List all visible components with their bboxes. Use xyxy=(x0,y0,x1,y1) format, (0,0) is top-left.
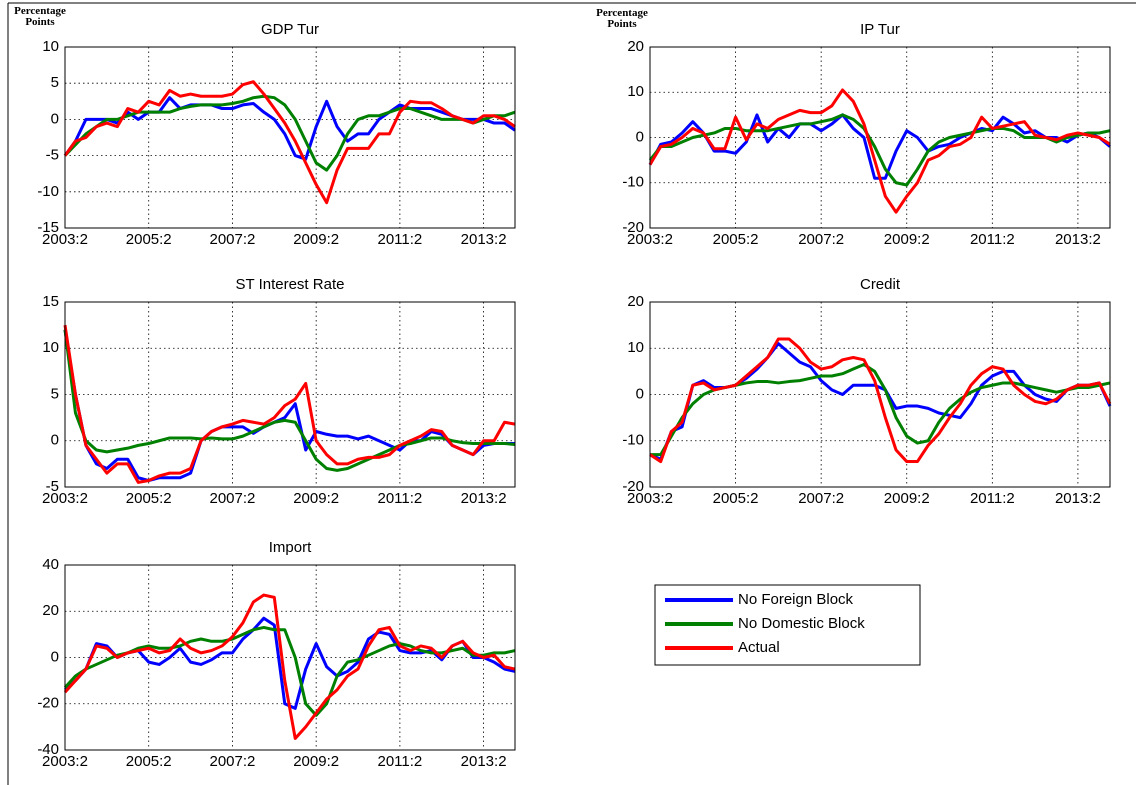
chart-title: ST Interest Rate xyxy=(236,276,345,293)
y-tick-label: -20 xyxy=(37,695,59,712)
x-tick-label: 2013:2 xyxy=(461,231,507,248)
x-tick-label: 2005:2 xyxy=(126,231,172,248)
x-tick-label: 2007:2 xyxy=(798,490,844,507)
x-tick-label: 2005:2 xyxy=(126,753,172,770)
x-tick-label: 2009:2 xyxy=(293,231,339,248)
y-tick-label: -20 xyxy=(622,219,644,236)
x-tick-label: 2011:2 xyxy=(378,231,423,248)
series-line xyxy=(63,625,516,717)
x-tick-label: 2013:2 xyxy=(461,490,507,507)
y-tick-label: 10 xyxy=(627,339,644,356)
y-tick-label: 15 xyxy=(42,293,59,310)
x-tick-label: 2003:2 xyxy=(42,231,88,248)
legend-label: Actual xyxy=(738,639,780,656)
series-line xyxy=(648,113,1111,187)
x-tick-label: 2011:2 xyxy=(378,753,423,770)
x-tick-label: 2013:2 xyxy=(1055,231,1101,248)
y-tick-label: 20 xyxy=(627,38,644,55)
y-tick-label: 0 xyxy=(51,110,59,127)
plot-border xyxy=(64,46,516,229)
plot-border xyxy=(649,46,1111,229)
legend-label: No Foreign Block xyxy=(738,591,854,608)
plot-border xyxy=(64,301,516,488)
x-tick-label: 2005:2 xyxy=(713,490,759,507)
y-tick-label: -15 xyxy=(37,219,59,236)
x-tick-label: 2003:2 xyxy=(627,231,673,248)
x-tick-label: 2003:2 xyxy=(42,490,88,507)
x-tick-label: 2013:2 xyxy=(1055,490,1101,507)
x-tick-label: 2007:2 xyxy=(798,231,844,248)
y-tick-label: -20 xyxy=(622,478,644,495)
x-tick-label: 2007:2 xyxy=(209,490,255,507)
y-tick-label: 0 xyxy=(636,385,644,402)
plot-area xyxy=(65,47,515,228)
x-tick-label: 2007:2 xyxy=(209,753,255,770)
y-tick-label: 0 xyxy=(636,128,644,145)
series-line xyxy=(63,324,516,484)
x-tick-label: 2005:2 xyxy=(126,490,172,507)
chart-title: Credit xyxy=(860,276,901,293)
x-tick-label: 2011:2 xyxy=(970,490,1015,507)
x-tick-label: 2009:2 xyxy=(293,490,339,507)
series-line xyxy=(63,329,515,483)
x-tick-label: 2009:2 xyxy=(293,753,339,770)
plot-border xyxy=(649,301,1111,488)
x-tick-label: 2009:2 xyxy=(884,231,930,248)
x-tick-label: 2005:2 xyxy=(713,231,759,248)
y-tick-label: -5 xyxy=(46,147,59,164)
y-tick-label: 20 xyxy=(627,293,644,310)
series-line xyxy=(63,593,516,740)
chart-title: Import xyxy=(269,539,312,556)
y-tick-label: 10 xyxy=(627,83,644,100)
x-tick-label: 2011:2 xyxy=(378,490,423,507)
series-line xyxy=(648,88,1111,214)
y-tick-label: 0 xyxy=(51,432,59,449)
x-tick-label: 2013:2 xyxy=(461,753,507,770)
plot-border xyxy=(64,564,516,751)
x-tick-label: 2007:2 xyxy=(209,231,255,248)
y-tick-label: 40 xyxy=(42,556,59,573)
x-tick-label: 2009:2 xyxy=(884,490,930,507)
series-line xyxy=(63,80,516,205)
x-tick-label: 2003:2 xyxy=(42,753,88,770)
y-tick-label: -10 xyxy=(622,174,644,191)
y-axis-label: Percentage Points xyxy=(596,7,648,30)
y-tick-label: 0 xyxy=(51,648,59,665)
y-tick-label: 10 xyxy=(42,339,59,356)
y-tick-label: -5 xyxy=(46,478,59,495)
y-tick-label: 20 xyxy=(42,602,59,619)
series-line xyxy=(63,329,516,472)
series-line xyxy=(63,96,516,161)
chart-title: IP Tur xyxy=(860,21,900,38)
y-tick-label: 10 xyxy=(42,38,59,55)
x-tick-label: 2011:2 xyxy=(970,231,1015,248)
y-tick-label: -10 xyxy=(622,432,644,449)
y-tick-label: 5 xyxy=(51,385,59,402)
y-tick-label: -40 xyxy=(37,741,59,758)
series-line xyxy=(649,337,1112,464)
chart-title: GDP Tur xyxy=(261,21,319,38)
legend-label: No Domestic Block xyxy=(738,615,865,632)
y-axis-label: Percentage Points xyxy=(14,5,66,28)
y-tick-label: -10 xyxy=(37,183,59,200)
y-tick-label: 5 xyxy=(51,74,59,91)
x-tick-label: 2003:2 xyxy=(627,490,673,507)
